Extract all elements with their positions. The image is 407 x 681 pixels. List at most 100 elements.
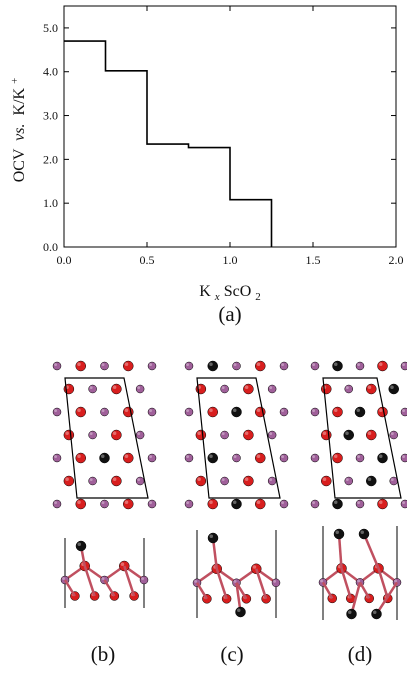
oxygen-atom-highlight <box>322 431 327 435</box>
scandium-atom-highlight <box>357 363 360 366</box>
scandium-atom-highlight <box>186 501 190 504</box>
x-tick-label: 0.5 <box>140 253 155 267</box>
oxygen-atom <box>321 429 332 441</box>
y-axis-label: OCV vs. K/K + <box>9 78 28 183</box>
scandium-atom-highlight <box>141 577 145 580</box>
potassium-atom <box>99 452 110 464</box>
oxygen-atom-highlight <box>124 362 129 366</box>
oxygen-atom <box>111 429 122 441</box>
potassium-atom-highlight <box>209 534 213 538</box>
y-label-suffix: K/K <box>11 87 28 115</box>
oxygen-atom <box>111 475 122 487</box>
scandium-atom <box>184 407 194 417</box>
oxygen-atom <box>75 406 86 418</box>
scandium-atom-highlight <box>194 580 198 583</box>
potassium-atom <box>235 606 246 618</box>
scandium-atom <box>355 453 365 463</box>
ocv-step-line <box>64 40 273 247</box>
potassium-atom-highlight <box>373 610 377 614</box>
x-label-base: K <box>199 283 211 300</box>
y-tick-label: 1.0 <box>43 196 58 210</box>
scandium-atom-highlight <box>221 432 225 435</box>
potassium-atom-highlight <box>335 530 339 534</box>
scandium-atom <box>389 430 398 440</box>
oxygen-atom-highlight <box>112 477 117 481</box>
oxygen-atom <box>377 360 388 372</box>
bond <box>215 568 228 600</box>
scandium-atom-highlight <box>101 501 105 504</box>
y-tick-label: 2.0 <box>43 152 58 166</box>
x-label-sub1: x <box>214 291 220 303</box>
potassium-atom-highlight <box>209 454 213 458</box>
scandium-atom <box>267 476 277 486</box>
scandium-atom <box>184 499 194 509</box>
oxygen-atom-highlight <box>77 362 81 366</box>
scandium-atom <box>279 361 289 371</box>
potassium-atom-highlight <box>390 385 394 389</box>
scandium-atom-highlight <box>402 409 405 412</box>
potassium-atom <box>207 360 218 372</box>
scandium-atom <box>147 407 157 417</box>
oxygen-atom-highlight <box>244 431 249 435</box>
potassium-atom <box>346 608 357 620</box>
scandium-atom <box>271 578 281 588</box>
bond <box>63 579 76 597</box>
unit-cell-outline <box>196 377 281 499</box>
oxygen-atom-highlight <box>112 431 117 435</box>
potassium-atom-highlight <box>233 408 237 412</box>
scandium-atom <box>52 407 62 417</box>
scandium-atom <box>310 361 320 371</box>
oxygen-atom-highlight <box>77 500 81 504</box>
scandium-atom <box>220 476 229 486</box>
oxygen-atom-highlight <box>197 431 201 435</box>
potassium-atom-highlight <box>367 477 372 481</box>
bond <box>340 568 352 599</box>
oxygen-atom <box>123 498 134 510</box>
structure-b-top-view <box>52 360 157 510</box>
ocv-step-series <box>64 40 273 247</box>
x-tick-label: 1.0 <box>223 253 238 267</box>
structure-d-side-view <box>318 526 402 620</box>
x-label-mid: ScO <box>224 283 252 300</box>
scandium-atom-highlight <box>137 478 141 481</box>
oxygen-atom <box>195 429 207 441</box>
oxygen-atom-highlight <box>256 362 261 366</box>
scandium-atom-highlight <box>89 478 93 481</box>
x-tick-label: 0.0 <box>57 253 72 267</box>
bond <box>103 579 116 597</box>
scandium-atom <box>355 361 365 371</box>
oxygen-atom <box>75 360 86 372</box>
potassium-atom-highlight <box>348 610 352 614</box>
oxygen-atom <box>123 452 134 464</box>
oxygen-atom-highlight <box>197 477 201 481</box>
y-tick-label: 3.0 <box>43 109 58 123</box>
potassium-atom <box>333 528 345 540</box>
bond <box>375 581 399 615</box>
bond <box>350 582 362 615</box>
potassium-atom <box>343 429 354 441</box>
oxygen-atom-highlight <box>77 454 81 458</box>
axis-ticks: 0.0 0.5 1.0 1.5 2.0 0.0 1.0 2.0 3.0 4.0 5.0 <box>43 6 404 267</box>
x-tick-label: 1.5 <box>306 253 321 267</box>
scandium-atom <box>147 453 157 463</box>
scandium-atom <box>184 361 194 371</box>
oxygen-atom-highlight <box>124 454 129 458</box>
potassium-atom-highlight <box>237 608 241 612</box>
x-tick-label: 2.0 <box>389 253 404 267</box>
bond <box>123 565 136 597</box>
scandium-atom <box>100 407 109 417</box>
scandium-atom-highlight <box>233 363 237 366</box>
scandium-atom-highlight <box>186 409 190 412</box>
scandium-atom <box>400 407 407 417</box>
scandium-atom-highlight <box>149 363 153 366</box>
scandium-atom <box>147 361 157 371</box>
scandium-atom <box>310 407 320 417</box>
scandium-atom <box>52 361 62 371</box>
y-tick-label: 4.0 <box>43 65 58 79</box>
scandium-atom <box>267 430 277 440</box>
scandium-atom <box>279 499 289 509</box>
oxygen-atom <box>195 475 207 487</box>
scandium-atom <box>100 361 109 371</box>
oxygen-atom-highlight <box>244 477 249 481</box>
scandium-atom <box>88 384 97 394</box>
